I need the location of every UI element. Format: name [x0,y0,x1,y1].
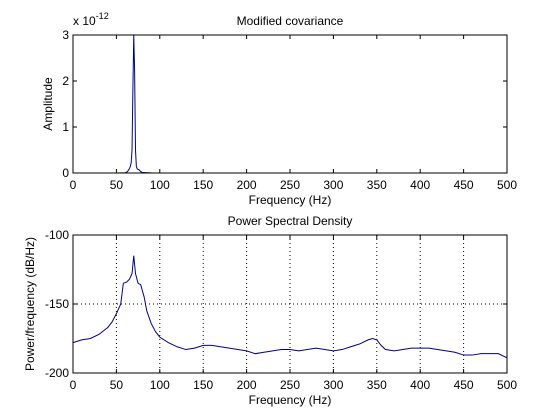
x-axis-label-1: Frequency (Hz) [249,393,332,407]
y-exponent-power: -12 [96,11,109,21]
y-axis-label-0: Amplitude [41,77,55,131]
x-tick-label-1-1: 50 [110,378,124,392]
ticks-1: 0 50 100 150 200 250 300 350 400 450 500 -200 -150 -1… [45,228,517,392]
x-tick-label-0-5: 250 [280,178,300,192]
x-tick-label-0-4: 200 [237,178,257,192]
x-tick-label-0-2: 100 [150,178,170,192]
y-tick-label-0-0: 0 [62,166,69,180]
x-tick-label-1-4: 200 [237,378,257,392]
y-tick-label-1-2: -100 [45,228,69,242]
y-tick-label-0-1: 1 [62,120,69,134]
x-tick-label-1-9: 450 [454,378,474,392]
x-tick-label-1-3: 150 [193,378,213,392]
x-tick-label-0-0: 0 [70,178,77,192]
y-exponent-base: x 10 [73,14,96,28]
plot-area-0 [73,35,507,173]
chart-title-1: Power Spectral Density [228,214,353,228]
x-tick-label-1-6: 300 [323,378,343,392]
chart-title-0: Modified covariance [237,14,344,28]
x-tick-label-0-1: 50 [110,178,124,192]
x-tick-label-0-10: 500 [497,178,517,192]
x-tick-label-0-8: 400 [410,178,430,192]
x-tick-label-1-8: 400 [410,378,430,392]
y-tick-label-1-1: -150 [45,297,69,311]
x-tick-label-1-2: 100 [150,378,170,392]
y-exponent-label-0: x 10-12 [73,11,109,28]
y-axis-label-1: Power/frequency (dB/Hz) [23,237,37,371]
axes-frame-1 [72,234,508,374]
x-tick-label-1-10: 500 [497,378,517,392]
x-tick-label-0-7: 350 [367,178,387,192]
y-tick-label-0-2: 2 [62,74,69,88]
y-tick-label-0-3: 3 [62,28,69,42]
chart-modified-covariance: 0 50 100 150 200 250 300 350 400 450 500 0 1 2 3 Modif… [41,11,517,207]
ticks-0: 0 50 100 150 200 250 300 350 400 450 500 0 1 2 3 [62,28,517,192]
x-tick-label-1-7: 350 [367,378,387,392]
y-tick-label-1-0: -200 [45,366,69,380]
series-line-1 [72,255,508,359]
x-axis-label-0: Frequency (Hz) [249,193,332,207]
x-tick-label-1-5: 250 [280,378,300,392]
chart-power-spectral-density: 0 50 100 150 200 250 300 350 400 450 500 -200 -150 -1… [23,214,517,407]
x-tick-label-0-9: 450 [454,178,474,192]
x-tick-label-0-3: 150 [193,178,213,192]
x-tick-label-0-6: 300 [323,178,343,192]
x-tick-label-1-0: 0 [70,378,77,392]
axes-frame-0 [72,34,508,174]
